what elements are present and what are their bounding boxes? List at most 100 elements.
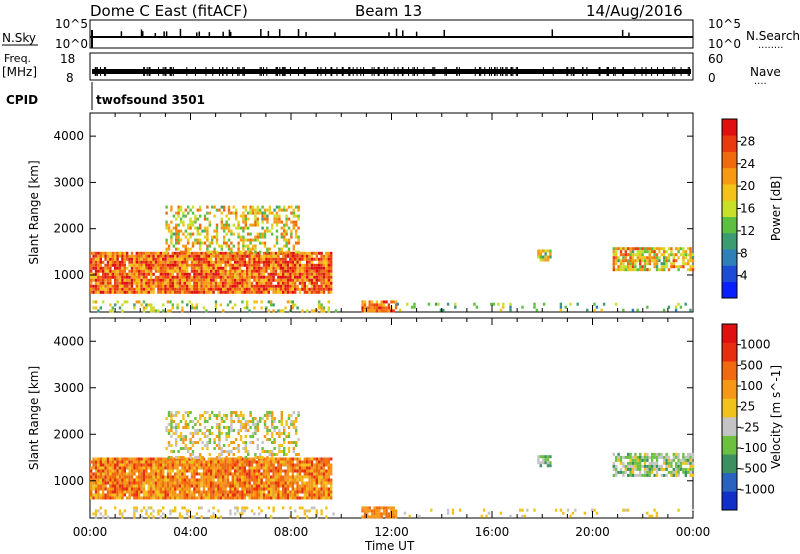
velocity-cell [619,470,623,474]
velocity-cell [318,481,321,485]
power-cell [212,278,215,282]
power-cell [198,287,201,291]
range-tick-label: 3000 [53,175,84,189]
power-cell [670,250,673,254]
power-cell [102,272,105,276]
velocity-cell [178,460,182,464]
range-tick-label: 4000 [53,334,84,348]
power-cell [190,278,194,282]
power-cell [130,266,134,270]
velocity-cell [549,455,552,459]
power-cell [636,256,639,260]
velocity-cell [201,432,204,435]
velocity-cell [308,496,311,500]
velocity-cell [236,487,239,491]
velocity-cell [308,472,311,476]
power-cell [385,306,388,310]
velocity-cell [310,481,314,485]
velocity-cell [320,493,323,497]
power-cell [236,287,239,291]
velocity-cell [142,460,146,464]
power-cell [106,257,110,261]
power-cell [263,229,267,233]
velocity-cell [327,457,330,461]
velocity-cell [646,458,649,462]
power-cell [210,272,213,276]
power-cell [181,309,184,313]
velocity-cell [123,481,126,485]
velocity-cell [265,475,268,479]
power-cell [142,269,146,273]
velocity-cell [330,484,333,488]
power-cell [370,303,374,307]
velocity-cell [196,441,199,444]
velocity-cell [176,466,179,470]
velocity-colorbar-segment [722,435,737,455]
velocity-cell [270,484,273,488]
velocity-cell [215,426,219,429]
velocity-cell [207,466,210,470]
power-cell [617,268,620,272]
power-cell [169,266,172,270]
velocity-cell [366,515,369,519]
velocity-cell [219,460,222,464]
velocity-cell [286,487,290,491]
velocity-cell [104,466,107,470]
freq-band [92,69,691,74]
velocity-cell [133,481,136,485]
power-cell [193,269,196,273]
velocity-cell [223,414,226,417]
power-cell [109,269,112,273]
power-cell [629,253,632,257]
power-cell [619,250,623,254]
velocity-cell [152,515,155,519]
velocity-cell [222,466,225,470]
power-cell [212,254,215,258]
velocity-cell [147,496,150,500]
velocity-cell [272,493,275,497]
velocity-cell [236,478,239,482]
power-cell [210,284,213,288]
velocity-cell [292,423,295,426]
power-cell [133,269,136,273]
velocity-cell [225,432,228,435]
power-cell [165,238,168,242]
power-cell [102,269,105,273]
velocity-cell [315,469,318,473]
velocity-cell [203,417,207,420]
power-cell [277,290,280,294]
velocity-cell [147,475,150,479]
power-cell [166,257,170,261]
velocity-cell [272,496,275,500]
velocity-cell [111,490,114,494]
power-cell [263,244,267,248]
power-cell [147,290,150,294]
velocity-cell [639,470,642,474]
velocity-cell [175,456,178,459]
velocity-cell [394,512,398,516]
power-cell [282,287,285,291]
velocity-cell [174,493,177,497]
velocity-cell [225,414,228,417]
power-cell [631,247,635,251]
velocity-cell [130,466,134,470]
velocity-cell [183,487,186,491]
power-cell [152,257,155,261]
power-cell [296,254,299,258]
power-cell [214,287,218,291]
velocity-cell [97,490,100,494]
velocity-cell [237,414,240,417]
velocity-cell [106,478,110,482]
power-cell [327,260,330,264]
velocity-cell [280,432,283,435]
velocity-cell [230,426,233,429]
power-cell [102,266,105,270]
velocity-cell [624,470,627,474]
power-cell [260,275,263,279]
velocity-cell [375,512,379,516]
velocity-cell [104,512,107,516]
power-cell [413,305,416,309]
power-cell [242,217,245,221]
power-cell [282,284,285,288]
velocity-cell [271,453,274,456]
